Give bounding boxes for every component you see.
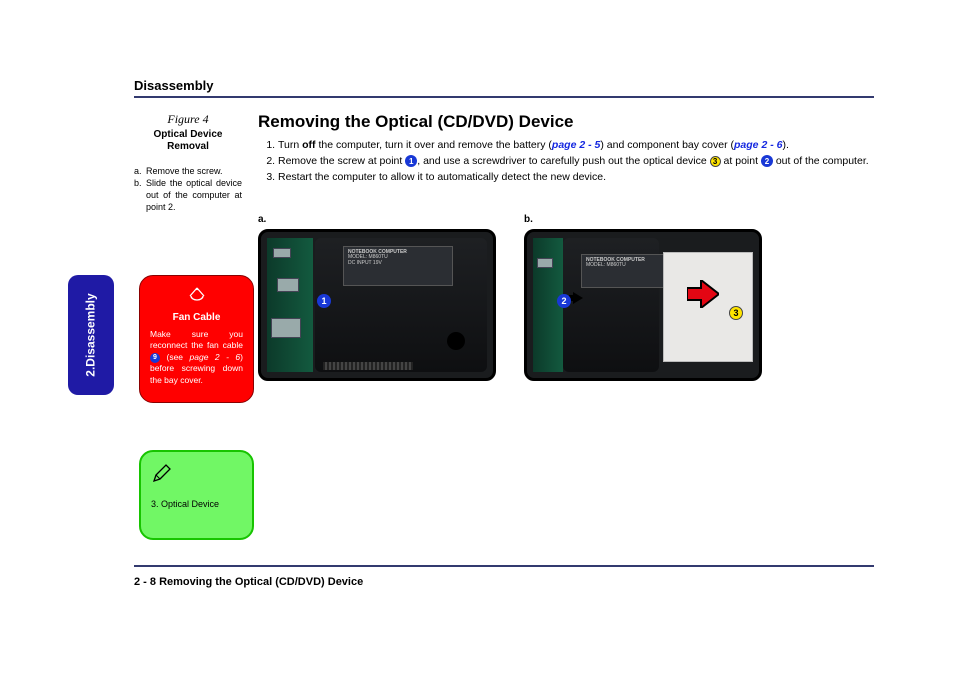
- badge-2-icon: 2: [761, 155, 773, 167]
- photo-b: NOTEBOOK COMPUTER MODEL: M860TU 2 3: [524, 229, 762, 381]
- pencil-icon: [151, 462, 242, 489]
- note-box: 3. Optical Device: [139, 450, 254, 540]
- rule-top: [134, 96, 874, 98]
- rule-bottom: [134, 565, 874, 567]
- note-text: 3. Optical Device: [151, 499, 242, 509]
- warning-body: Make sure you reconnect the fan cable 9 …: [150, 329, 243, 386]
- section-header: Disassembly: [134, 78, 874, 93]
- step-2: Remove the screw at point 1, and use a s…: [278, 154, 874, 169]
- badge-3-icon: 3: [710, 156, 721, 167]
- callout-1-icon: 1: [317, 294, 331, 308]
- instruction-list: Turn off the computer, turn it over and …: [258, 138, 874, 186]
- figure-title: Optical Device Removal: [134, 129, 242, 153]
- figure-a-label: a.: [258, 214, 496, 225]
- spec-label: NOTEBOOK COMPUTER MODEL: M860TU DC INPUT…: [343, 246, 453, 286]
- badge-1-icon: 1: [405, 155, 417, 167]
- figure-b-label: b.: [524, 214, 762, 225]
- callout-3-icon: 3: [729, 306, 743, 320]
- step-1: Turn off the computer, turn it over and …: [278, 138, 874, 153]
- warning-title: Fan Cable: [150, 312, 243, 323]
- link-page-2-5[interactable]: page 2 - 5: [552, 139, 600, 151]
- photo-a: NOTEBOOK COMPUTER MODEL: M860TU DC INPUT…: [258, 229, 496, 381]
- eject-arrow-icon: [687, 280, 719, 308]
- figure-number: Figure 4: [134, 112, 242, 127]
- figure-steps: a.Remove the screw. b.Slide the optical …: [134, 165, 242, 214]
- chapter-tab: 2.Disassembly: [68, 275, 114, 395]
- badge-9-icon: 9: [150, 353, 160, 363]
- callout-2-icon: 2: [557, 294, 571, 308]
- page-title: Removing the Optical (CD/DVD) Device: [258, 112, 874, 132]
- main-content: Removing the Optical (CD/DVD) Device Tur…: [258, 112, 874, 381]
- step-3: Restart the computer to allow it to auto…: [278, 170, 874, 185]
- link-page-2-6[interactable]: page 2 - 6: [734, 139, 782, 151]
- warning-icon: [150, 286, 243, 306]
- page-footer: 2 - 8 Removing the Optical (CD/DVD) Devi…: [134, 576, 363, 588]
- link-page-2-6-warn[interactable]: page 2 - 6: [190, 352, 241, 362]
- push-arrow-icon: [573, 292, 583, 304]
- spec-label-b: NOTEBOOK COMPUTER MODEL: M860TU: [581, 254, 667, 288]
- warning-box: Fan Cable Make sure you reconnect the fa…: [139, 275, 254, 403]
- figure-a: a. NOTEBOOK COMPUTER MODEL: M860TU DC IN…: [258, 214, 496, 381]
- figure-b: b. NOTEBOOK COMPUTER MODEL: M860TU 2: [524, 214, 762, 381]
